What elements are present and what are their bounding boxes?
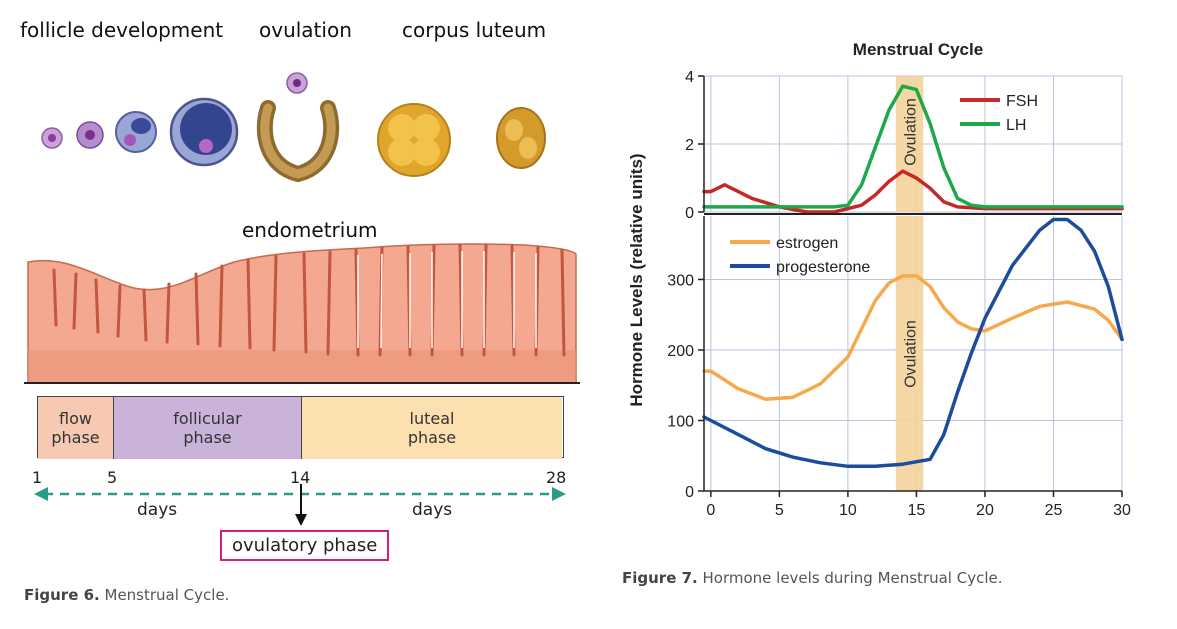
follicle-mature: [169, 97, 239, 167]
endometrium-lining: [27, 243, 577, 384]
figure7-caption-prefix: Figure 7.: [622, 569, 698, 587]
chart-axes: 0 2 4 0 100 200 300 0 5 10 15 20 25 30: [667, 69, 1131, 519]
hormone-chart: Menstrual Cycle Hormone Levels (relative…: [627, 40, 1131, 519]
endometrium-label: endometrium: [242, 218, 378, 242]
day-tick-28: 28: [546, 468, 567, 487]
x-tick-label-15: 15: [908, 502, 926, 519]
legend-label-FSH: FSH: [1006, 93, 1038, 110]
follicle-secondary: [115, 111, 157, 153]
day-tick-5: 5: [107, 468, 118, 487]
endometrium-illustration: [24, 243, 580, 384]
x-tick-label-20: 20: [976, 502, 994, 519]
x-tick-label-5: 5: [775, 502, 784, 519]
chart-series: [702, 84, 1124, 469]
legend-label-progesterone: progesterone: [776, 259, 870, 276]
figure7-caption-text: Hormone levels during Menstrual Cycle.: [697, 569, 1003, 587]
ovulatory-phase-label: ovulatory phase: [220, 530, 390, 561]
ovulation-band: Ovulation Ovulation: [895, 76, 924, 491]
corpus-albicans: [496, 107, 546, 169]
follicle-primordial: [41, 127, 63, 149]
figure6-caption: Figure 6. Menstrual Cycle.: [24, 586, 229, 604]
phase-flow: flow phase: [38, 397, 114, 459]
phase-luteal: luteal phase: [302, 397, 562, 459]
y-tick-label-1-200: 200: [667, 343, 694, 360]
y-tick-label-1-0: 0: [685, 484, 694, 501]
corpus-luteum-large: [377, 103, 451, 177]
series-FSH: [702, 169, 1124, 214]
ovulating-follicle: [256, 72, 340, 183]
series-progesterone: [702, 217, 1124, 469]
chart-title: Menstrual Cycle: [853, 40, 983, 59]
ovulation-label-1: Ovulation: [903, 320, 920, 388]
y-tick-label-1-300: 300: [667, 272, 694, 289]
y-axis-label: Hormone Levels (relative units): [627, 153, 646, 406]
x-tick-label-30: 30: [1113, 502, 1131, 519]
days-label-left: days: [137, 500, 178, 520]
y-tick-label-0-2: 2: [685, 137, 694, 154]
figure6-caption-text: Menstrual Cycle.: [99, 586, 230, 604]
stage-label-follicle-development: follicle development: [20, 18, 224, 42]
y-tick-label-0-0: 0: [685, 205, 694, 222]
day-tick-1: 1: [32, 468, 43, 487]
follicle-illustrations: [41, 72, 546, 183]
series-LH: [702, 84, 1124, 209]
phase-follicular: follicular phase: [114, 397, 302, 459]
y-tick-label-1-100: 100: [667, 413, 694, 430]
x-tick-label-25: 25: [1045, 502, 1063, 519]
days-label-right: days: [412, 500, 453, 520]
y-tick-label-0-4: 4: [685, 69, 694, 86]
stage-label-corpus-luteum: corpus luteum: [402, 18, 547, 42]
ovulation-band-rect-1: [895, 216, 924, 491]
days-arrow: [34, 484, 566, 526]
day-tick-14: 14: [290, 468, 311, 487]
phase-bar: flow phase follicular phase luteal phase: [37, 396, 564, 459]
chart-legend: FSH LH estrogen progesterone: [730, 93, 1038, 276]
x-tick-label-0: 0: [706, 502, 715, 519]
ovulation-label-0: Ovulation: [903, 98, 920, 166]
legend-label-estrogen: estrogen: [776, 235, 838, 252]
figure7-caption: Figure 7. Hormone levels during Menstrua…: [622, 569, 1003, 587]
figure6-caption-prefix: Figure 6.: [24, 586, 100, 604]
series-estrogen: [702, 274, 1124, 402]
stage-label-ovulation: ovulation: [259, 18, 352, 42]
legend-label-LH: LH: [1006, 117, 1026, 134]
x-tick-label-10: 10: [839, 502, 857, 519]
follicle-primary: [76, 121, 104, 149]
